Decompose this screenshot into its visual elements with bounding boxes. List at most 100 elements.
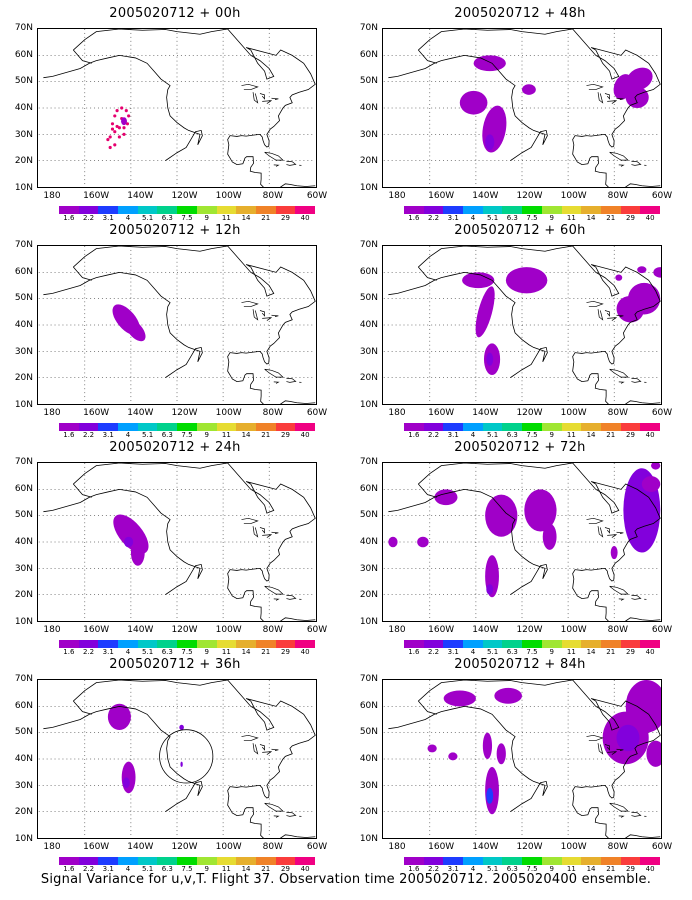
- colorbar-label: 29: [280, 865, 290, 873]
- coastline: [418, 463, 661, 621]
- lon-label: 180: [388, 408, 406, 418]
- colorbar-label: 21: [606, 214, 616, 222]
- colorbar-label: 5.1: [487, 214, 499, 222]
- colorbar-swatch: [600, 857, 621, 865]
- colorbar-swatch: [404, 640, 424, 648]
- colorbar-swatch: [620, 640, 641, 648]
- lon-label: 160W: [83, 625, 110, 635]
- lon-label: 80W: [607, 842, 629, 852]
- colorbar-label: 40: [645, 431, 655, 439]
- colorbar-swatch: [443, 640, 464, 648]
- colorbar-swatch: [404, 857, 424, 865]
- observation-dot: [122, 132, 126, 136]
- lon-label: 80W: [607, 191, 629, 201]
- colorbar-swatch: [561, 206, 582, 214]
- colorbar: [404, 640, 660, 648]
- lon-label: 160W: [428, 625, 455, 635]
- colorbar-label: 2.2: [427, 214, 440, 222]
- lon-label: 60W: [651, 625, 673, 635]
- colorbar-label: 9: [204, 648, 209, 656]
- observation-dot: [106, 138, 110, 142]
- map-frame: [37, 462, 317, 622]
- lon-label: 120W: [171, 408, 198, 418]
- coastline: [252, 92, 259, 104]
- signal-region: [637, 266, 647, 274]
- colorbar-swatch: [137, 423, 158, 431]
- coastline: [73, 483, 92, 498]
- coastline: [271, 314, 279, 317]
- colorbar-label: 40: [645, 214, 655, 222]
- coastline: [73, 700, 92, 715]
- colorbar-swatch: [98, 206, 119, 214]
- lon-label: 60W: [306, 625, 328, 635]
- colorbar-label: 21: [606, 648, 616, 656]
- lat-label: 10N: [359, 183, 378, 193]
- colorbar-label: 40: [645, 648, 655, 656]
- map-canvas: [38, 463, 316, 621]
- colorbar-swatch: [620, 857, 641, 865]
- colorbar-swatch: [177, 857, 197, 865]
- lat-label: 10N: [14, 183, 33, 193]
- coastline: [241, 517, 259, 524]
- map-canvas: [383, 29, 661, 187]
- colorbar: [59, 423, 315, 431]
- colorbar-label: 6.3: [161, 214, 173, 222]
- lon-label: 100W: [215, 625, 242, 635]
- observation-dot: [113, 114, 117, 118]
- coastline: [609, 585, 629, 595]
- coastline: [609, 802, 629, 812]
- lat-label: 20N: [359, 807, 378, 818]
- colorbar-swatch: [541, 640, 562, 648]
- lat-label: 30N: [359, 780, 378, 791]
- colorbar-swatch: [275, 857, 296, 865]
- colorbar-label: 21: [606, 431, 616, 439]
- colorbar-label: 29: [625, 865, 635, 873]
- coastline: [618, 815, 625, 818]
- coastline: [286, 377, 297, 383]
- coastline: [604, 93, 610, 100]
- colorbar-swatch: [620, 206, 641, 214]
- colorbar-label: 21: [606, 865, 616, 873]
- map-frame: [37, 28, 317, 188]
- colorbar-label: 9: [204, 214, 209, 222]
- colorbar-swatch: [137, 640, 158, 648]
- lon-label: 180: [388, 625, 406, 635]
- lat-label: 20N: [359, 373, 378, 384]
- signal-region: [651, 463, 661, 470]
- lat-label: 10N: [359, 617, 378, 627]
- signal-region: [610, 545, 618, 560]
- lat-label: 70N: [14, 23, 33, 33]
- colorbar-swatch: [98, 423, 119, 431]
- map-panel: 2005020712 + 60h 70N 60N 50N 40N 30N 20N 10N 180…: [350, 219, 690, 439]
- lat-label: 60N: [359, 49, 378, 60]
- colorbar-label: 5.1: [142, 865, 154, 873]
- colorbar: [404, 206, 660, 214]
- colorbar-swatch: [522, 206, 542, 214]
- lon-label: 80W: [262, 408, 284, 418]
- signal-region: [122, 777, 130, 788]
- lat-label: 40N: [359, 103, 378, 113]
- signal-region: [113, 514, 149, 554]
- coastline: [618, 381, 625, 384]
- coastline: [604, 310, 610, 317]
- colorbar-swatch: [255, 423, 276, 431]
- colorbar-swatch: [502, 640, 523, 648]
- colorbar-label: 29: [625, 431, 635, 439]
- colorbar-swatch: [216, 640, 237, 648]
- lon-label: 120W: [171, 842, 198, 852]
- coastline: [597, 743, 604, 755]
- coastline: [604, 527, 610, 534]
- colorbar-swatch: [502, 206, 523, 214]
- colorbar-label: 14: [586, 214, 596, 222]
- colorbar-swatch: [236, 857, 256, 865]
- colorbar-swatch: [463, 640, 483, 648]
- coastline: [286, 160, 297, 166]
- colorbar-label: 1.6: [408, 214, 420, 222]
- coastline: [259, 93, 265, 100]
- colorbar-swatch: [423, 206, 444, 214]
- colorbar-swatch: [196, 640, 217, 648]
- signal-region: [486, 352, 494, 366]
- colorbar-label: 14: [586, 865, 596, 873]
- colorbar-swatch: [98, 857, 119, 865]
- colorbar-swatch: [255, 206, 276, 214]
